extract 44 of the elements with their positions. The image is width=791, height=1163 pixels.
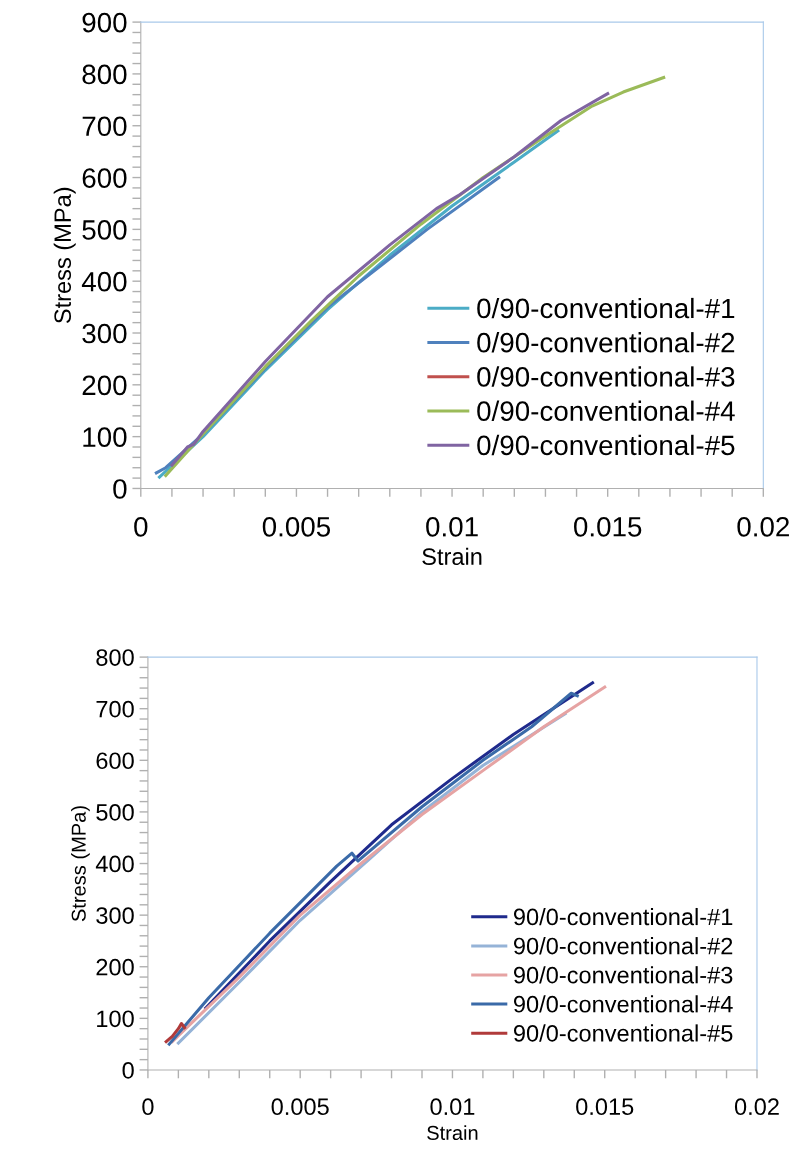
x-axis-title: Strain [427,1125,478,1141]
y-tick-label: 0 [113,479,127,499]
y-tick-label: 800 [96,649,134,666]
legend-label: 0/90-conventional-#3 [477,366,735,387]
x-tick-label: 0.015 [574,516,642,537]
y-tick-label: 0 [122,1062,134,1079]
y-tick-label: 200 [82,375,127,396]
y-axis-title: Stress (MPa) [53,187,76,324]
y-tick-label: 700 [82,116,127,137]
x-tick-label: 0.01 [426,516,478,537]
legend-label: 0/90-conventional-#2 [477,332,735,353]
x-tick-label: 0.01 [430,1098,475,1116]
legend-label: 0/90-conventional-#5 [477,434,735,456]
y-tick-label: 100 [97,1010,134,1028]
legend-label: 90/0-conventional-#1 [513,907,733,926]
x-axis-title: Strain [422,547,482,566]
y-axis-title: Stress (MPa) [71,806,90,922]
x-tick-label: 0.02 [737,516,789,537]
y-tick-label: 100 [83,427,127,447]
y-tick-label: 600 [96,752,134,770]
y-tick-label: 600 [82,168,127,188]
legend-label: 90/0-conventional-#5 [513,1024,733,1042]
x-tick-label: 0 [142,1098,154,1116]
legend-label: 90/0-conventional-#3 [513,966,733,984]
legend-label: 0/90-conventional-#4 [477,400,735,421]
line-series [164,1021,186,1044]
x-tick-label: 0.015 [576,1098,634,1116]
y-tick-label: 500 [96,803,134,821]
y-tick-label: 400 [81,271,127,292]
legend-label: 0/90-conventional-#1 [477,297,735,319]
x-tick-label: 0.005 [262,516,331,537]
x-tick-label: 0.02 [734,1098,779,1116]
y-tick-label: 300 [96,907,134,924]
x-tick-label: 0.005 [271,1098,329,1116]
y-tick-label: 700 [96,700,134,718]
y-tick-label: 200 [96,958,134,976]
y-tick-label: 400 [95,855,134,873]
y-tick-label: 300 [82,323,127,344]
legend-label: 90/0-conventional-#4 [513,995,733,1013]
legend-label: 90/0-conventional-#2 [513,937,733,955]
y-tick-label: 800 [82,64,127,85]
y-tick-label: 900 [82,12,127,33]
y-tick-label: 500 [82,220,127,240]
x-tick-label: 0 [134,516,148,537]
